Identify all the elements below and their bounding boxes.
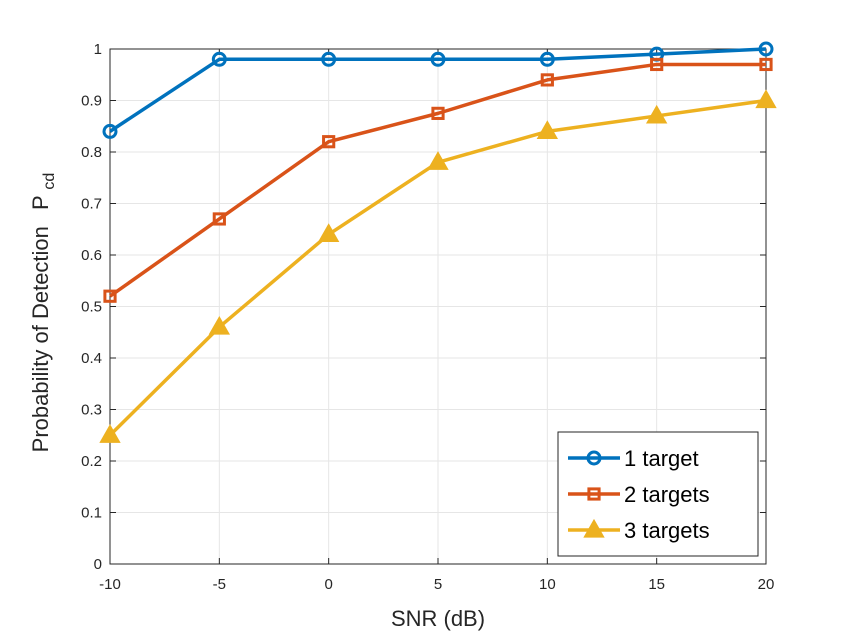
x-tick-label: 10 bbox=[539, 576, 556, 593]
data-point-marker bbox=[208, 315, 231, 335]
y-tick-label: 1 bbox=[94, 41, 102, 58]
y-axis-label: Probability of Detection P cd bbox=[28, 173, 58, 453]
y-tick-label: 0.1 bbox=[81, 505, 102, 522]
data-point-marker bbox=[102, 123, 118, 139]
legend-item: 2 targets bbox=[568, 482, 710, 507]
data-point-marker bbox=[211, 51, 227, 67]
data-point-marker bbox=[539, 51, 555, 67]
y-tick-label: 0 bbox=[94, 556, 102, 573]
data-point-marker bbox=[536, 120, 559, 139]
data-point-marker bbox=[317, 223, 340, 242]
series-line bbox=[108, 62, 766, 298]
y-tick-label: 0.9 bbox=[81, 93, 102, 110]
data-point-marker bbox=[212, 212, 226, 226]
legend-item: 3 targets bbox=[568, 518, 710, 543]
legend-marker bbox=[586, 450, 602, 466]
x-tick-label: 5 bbox=[434, 576, 442, 593]
data-point-marker bbox=[99, 424, 121, 443]
data-point-marker bbox=[755, 89, 777, 109]
y-tick-label: 0.4 bbox=[81, 350, 102, 367]
legend-label: 1 target bbox=[624, 446, 699, 471]
x-tick-label: 15 bbox=[648, 576, 665, 593]
data-point-marker bbox=[427, 151, 449, 170]
data-point-marker bbox=[430, 51, 446, 67]
y-axis-label-text: Probability of Detection bbox=[28, 226, 53, 452]
data-point-marker bbox=[321, 51, 337, 67]
data-point-marker bbox=[322, 135, 336, 149]
series-3 bbox=[99, 89, 777, 443]
series-line bbox=[109, 47, 767, 133]
data-point-marker bbox=[759, 57, 773, 72]
x-tick-label: -10 bbox=[99, 576, 121, 593]
legend-label: 2 targets bbox=[624, 482, 710, 507]
data-series bbox=[99, 41, 777, 443]
x-axis-label: SNR (dB) bbox=[391, 606, 485, 631]
data-point-marker bbox=[540, 73, 554, 87]
series-2 bbox=[103, 57, 773, 303]
y-tick-label: 0.6 bbox=[81, 247, 102, 264]
legend-item: 1 target bbox=[568, 446, 699, 471]
data-point-marker bbox=[103, 289, 117, 303]
y-axis-label-symbol: P bbox=[28, 196, 53, 210]
axis-ticks: -10 -5 0 5 10 15 20 0 0.1 0.2 0.3 0.4 0.5 0.6 0.7 0.8 0.… bbox=[81, 41, 774, 593]
legend-marker bbox=[587, 487, 601, 501]
y-tick-label: 0.7 bbox=[81, 196, 102, 213]
legend-marker bbox=[583, 518, 605, 538]
data-point-marker bbox=[645, 104, 668, 124]
legend-label: 3 targets bbox=[624, 518, 710, 543]
y-tick-label: 0.3 bbox=[81, 402, 102, 419]
data-point-marker bbox=[650, 57, 664, 72]
legend: 1 target 2 targets 3 targets bbox=[557, 431, 759, 557]
y-tick-label: 0.5 bbox=[81, 299, 102, 316]
y-tick-label: 0.2 bbox=[81, 453, 102, 470]
y-tick-label: 0.8 bbox=[81, 144, 102, 161]
y-axis-label-subscript: cd bbox=[41, 173, 58, 190]
x-tick-label: -5 bbox=[213, 576, 226, 593]
x-tick-label: 0 bbox=[324, 576, 332, 593]
data-point-marker bbox=[431, 106, 445, 120]
x-tick-label: 20 bbox=[758, 576, 775, 593]
data-point-marker bbox=[758, 41, 774, 57]
